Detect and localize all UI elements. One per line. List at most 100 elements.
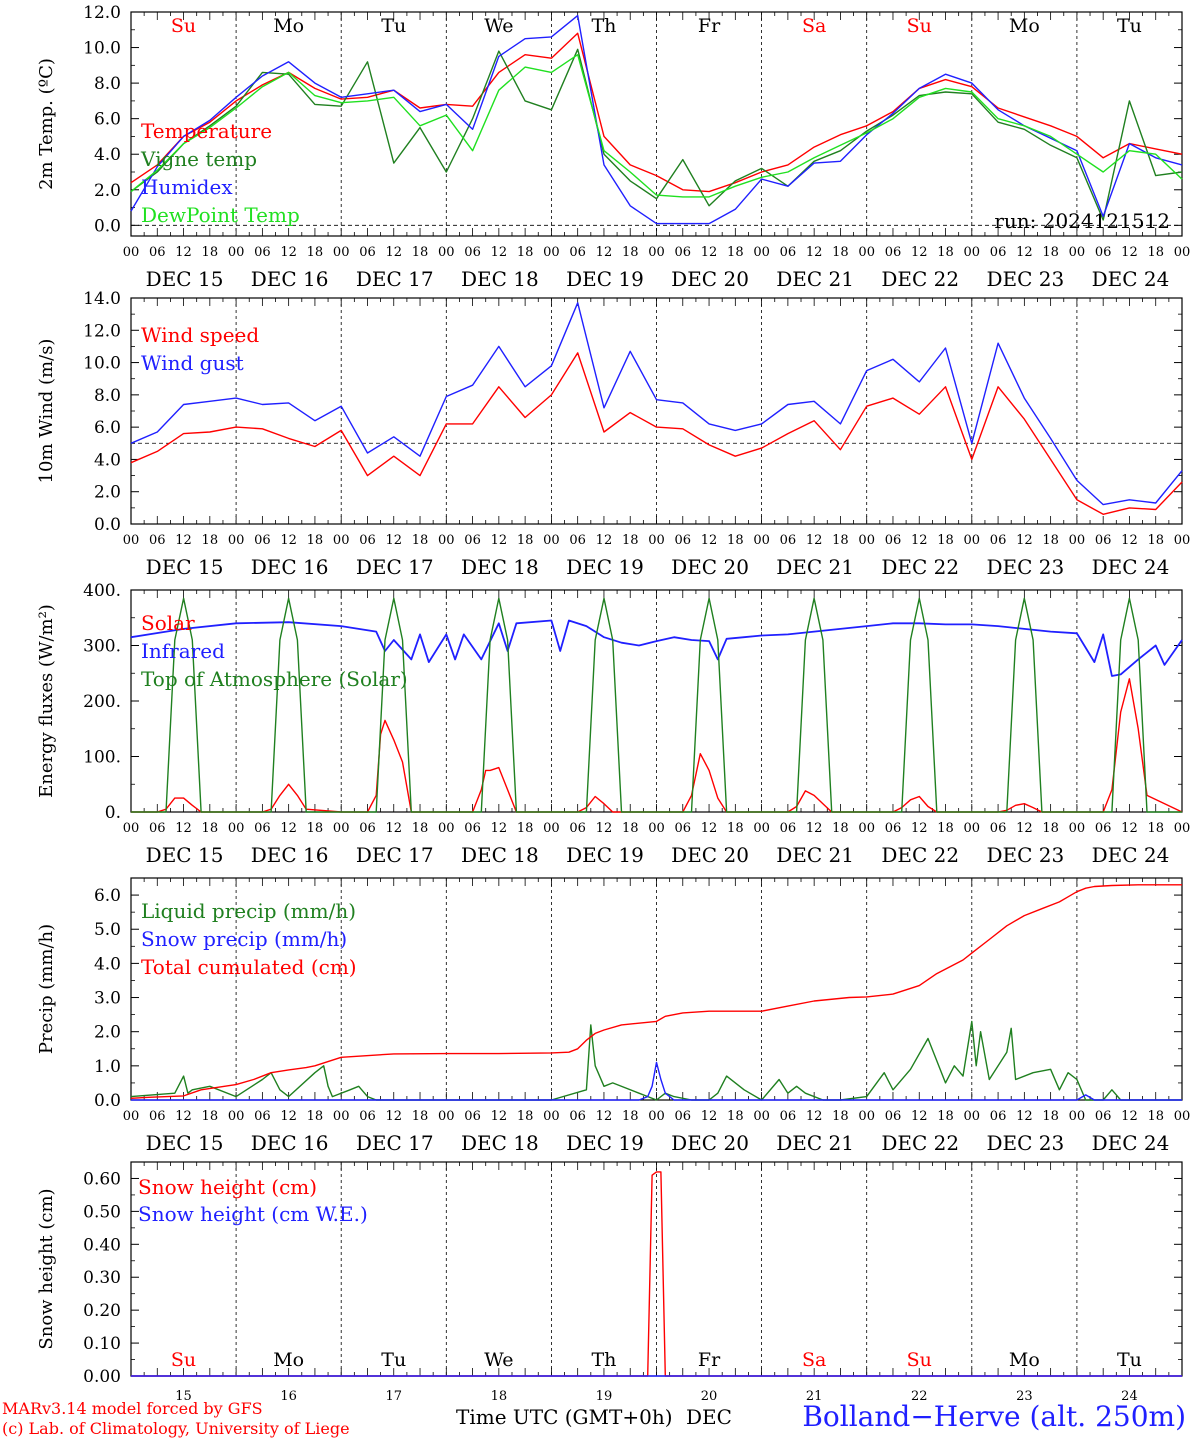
series-snow-precip-mm-h [131, 1061, 1182, 1101]
date-label: DEC 23 [986, 843, 1064, 867]
y-tick-label: 0.60 [83, 1169, 121, 1189]
date-label: DEC 23 [986, 1131, 1064, 1155]
date-label: DEC 19 [566, 267, 644, 291]
hour-tick-label: 18 [937, 533, 954, 548]
legend-entry: DewPoint Temp [141, 203, 300, 227]
hour-tick-label: 18 [1042, 245, 1059, 260]
weekday-label: Mo [273, 15, 304, 37]
hour-tick-label: 00 [1069, 821, 1086, 836]
hour-tick-label: 06 [359, 533, 376, 548]
date-label: DEC 23 [986, 267, 1064, 291]
hour-tick-label: 06 [359, 1109, 376, 1124]
date-label: DEC 18 [461, 843, 539, 867]
hour-tick-label: 00 [858, 1109, 875, 1124]
hour-tick-label: 06 [1095, 533, 1112, 548]
y-tick-label: 0.0 [94, 515, 121, 535]
hour-tick-label: 12 [280, 533, 297, 548]
hour-tick-label: 00 [123, 533, 140, 548]
y-tick-label: 6.0 [94, 110, 121, 130]
y-tick-label: 4.0 [94, 954, 121, 974]
hour-tick-label: 00 [123, 821, 140, 836]
date-label: DEC 20 [671, 1131, 749, 1155]
series-top-of-atmosphere-solar [131, 597, 1182, 813]
day-number-label: 21 [806, 1389, 823, 1404]
hour-tick-label: 00 [438, 533, 455, 548]
hour-tick-label: 06 [359, 821, 376, 836]
hour-tick-label: 18 [622, 245, 639, 260]
hour-tick-label: 12 [175, 1109, 192, 1124]
hour-tick-label: 18 [307, 245, 324, 260]
hour-tick-label: 12 [911, 245, 928, 260]
y-tick-label: 0.30 [83, 1268, 121, 1288]
hour-tick-label: 12 [806, 1109, 823, 1124]
date-label: DEC 23 [986, 555, 1064, 579]
hour-tick-label: 00 [858, 245, 875, 260]
day-number-label: 23 [1016, 1389, 1033, 1404]
date-label: DEC 16 [251, 555, 329, 579]
weekday-label: Th [591, 15, 616, 37]
hour-tick-label: 12 [806, 245, 823, 260]
day-number-label: 20 [701, 1389, 718, 1404]
hour-tick-label: 12 [911, 533, 928, 548]
weekday-label: Sa [802, 1349, 826, 1371]
hour-tick-label: 12 [385, 245, 402, 260]
y-tick-label: 12.0 [83, 3, 121, 23]
legend-entry: Snow precip (mm/h) [141, 927, 347, 951]
date-label: DEC 15 [146, 843, 224, 867]
series-humidex [130, 14, 1183, 225]
hour-tick-label: 06 [990, 1109, 1007, 1124]
hour-tick-label: 06 [885, 533, 902, 548]
weekday-label: Mo [1009, 1349, 1040, 1371]
hour-tick-label: 06 [1095, 1109, 1112, 1124]
date-label: DEC 17 [356, 555, 434, 579]
hour-tick-label: 18 [202, 821, 219, 836]
day-number-label: 15 [175, 1389, 192, 1404]
hour-tick-label: 12 [491, 821, 508, 836]
hour-tick-label: 18 [517, 533, 534, 548]
hour-tick-label: 18 [307, 1109, 324, 1124]
hour-tick-label: 06 [569, 821, 586, 836]
hour-tick-label: 00 [1174, 245, 1191, 260]
day-number-label: 16 [280, 1389, 297, 1404]
hour-tick-label: 00 [964, 533, 981, 548]
y-tick-label: 0.00 [83, 1367, 121, 1387]
legend-entry: Humidex [141, 175, 233, 199]
hour-tick-label: 12 [280, 245, 297, 260]
weekday-label: Su [907, 15, 932, 37]
legend-entry: Wind speed [141, 323, 259, 347]
date-label: DEC 19 [566, 843, 644, 867]
hour-tick-label: 12 [701, 821, 718, 836]
hour-tick-label: 06 [149, 1109, 166, 1124]
hour-tick-label: 18 [517, 821, 534, 836]
hour-tick-label: 18 [1147, 821, 1164, 836]
y-tick-label: 3.0 [94, 989, 121, 1009]
hour-tick-label: 00 [753, 245, 770, 260]
hour-tick-label: 06 [885, 1109, 902, 1124]
date-label: DEC 15 [146, 555, 224, 579]
legend-entry: Top of Atmosphere (Solar) [141, 667, 408, 691]
hour-tick-label: 06 [675, 1109, 692, 1124]
date-label: DEC 21 [776, 843, 854, 867]
hour-tick-label: 06 [990, 533, 1007, 548]
hour-tick-label: 06 [990, 821, 1007, 836]
hour-tick-label: 06 [780, 533, 797, 548]
day-number-label: 18 [491, 1389, 508, 1404]
day-number-label: 19 [596, 1389, 613, 1404]
hour-tick-label: 00 [438, 245, 455, 260]
series-vigne-temp [130, 48, 1183, 221]
hour-tick-label: 00 [964, 245, 981, 260]
y-tick-label: 8.0 [94, 74, 121, 94]
hour-tick-label: 18 [622, 1109, 639, 1124]
weekday-label: Sa [802, 15, 826, 37]
y-tick-label: 200. [83, 692, 121, 712]
weekday-label: Tu [1117, 15, 1142, 37]
weekday-label: Th [591, 1349, 616, 1371]
hour-tick-label: 06 [254, 1109, 271, 1124]
date-label: DEC 16 [251, 1131, 329, 1155]
hour-tick-label: 00 [858, 533, 875, 548]
y-tick-label: 0.10 [83, 1334, 121, 1354]
hour-tick-label: 00 [543, 1109, 560, 1124]
hour-tick-label: 18 [727, 245, 744, 260]
hour-tick-label: 06 [254, 245, 271, 260]
hour-tick-label: 18 [832, 1109, 849, 1124]
